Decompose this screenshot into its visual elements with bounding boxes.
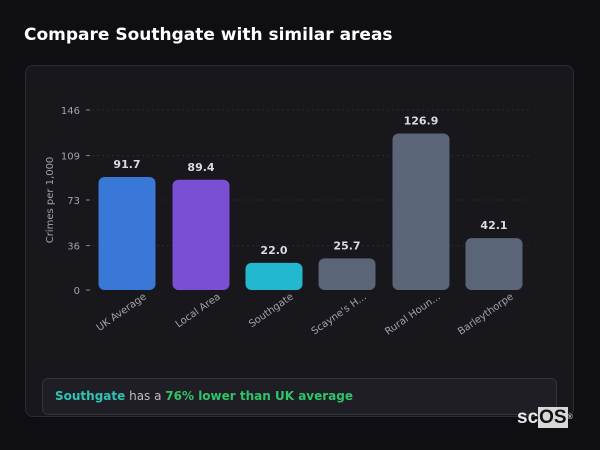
bar-rural-houn- <box>392 133 450 290</box>
x-tick-label: Southgate <box>247 291 296 330</box>
x-tick-label: UK Average <box>95 291 149 333</box>
scos-logo: scOS® <box>517 407 573 428</box>
x-tick-label: Barleythorpe <box>456 291 516 337</box>
y-tick-label: 109 <box>61 152 80 163</box>
insight-comparison: 76% lower than UK average <box>165 389 353 403</box>
data-label: 22.0 <box>260 244 287 257</box>
x-tick-label: Local Area <box>174 291 223 330</box>
data-label: 42.1 <box>480 219 507 232</box>
insight-middle: has a <box>125 389 166 403</box>
data-label: 126.9 <box>404 115 439 128</box>
insight-area: Southgate <box>55 389 126 403</box>
bar-scayne-s-h- <box>318 258 376 290</box>
page-title: Compare Southgate with similar areas <box>24 25 393 45</box>
y-axis-label: Crimes per 1,000 <box>45 157 56 244</box>
bar-southgate <box>245 262 303 290</box>
y-tick-label: 0 <box>74 286 80 297</box>
bar-local-area <box>172 179 230 290</box>
insight-box: Southgate has a 76% lower than UK averag… <box>42 378 557 415</box>
bar-uk-average <box>98 176 156 290</box>
data-label: 91.7 <box>113 158 140 171</box>
y-tick-label: 73 <box>67 196 80 207</box>
data-label: 89.4 <box>187 161 214 174</box>
bar-barleythorpe <box>465 238 523 290</box>
y-tick-label: 36 <box>67 242 80 253</box>
x-tick-label: Scayne's H... <box>310 291 369 337</box>
y-tick-label: 146 <box>61 106 80 117</box>
x-tick-label: Rural Houn... <box>383 291 442 337</box>
data-label: 25.7 <box>333 239 360 252</box>
